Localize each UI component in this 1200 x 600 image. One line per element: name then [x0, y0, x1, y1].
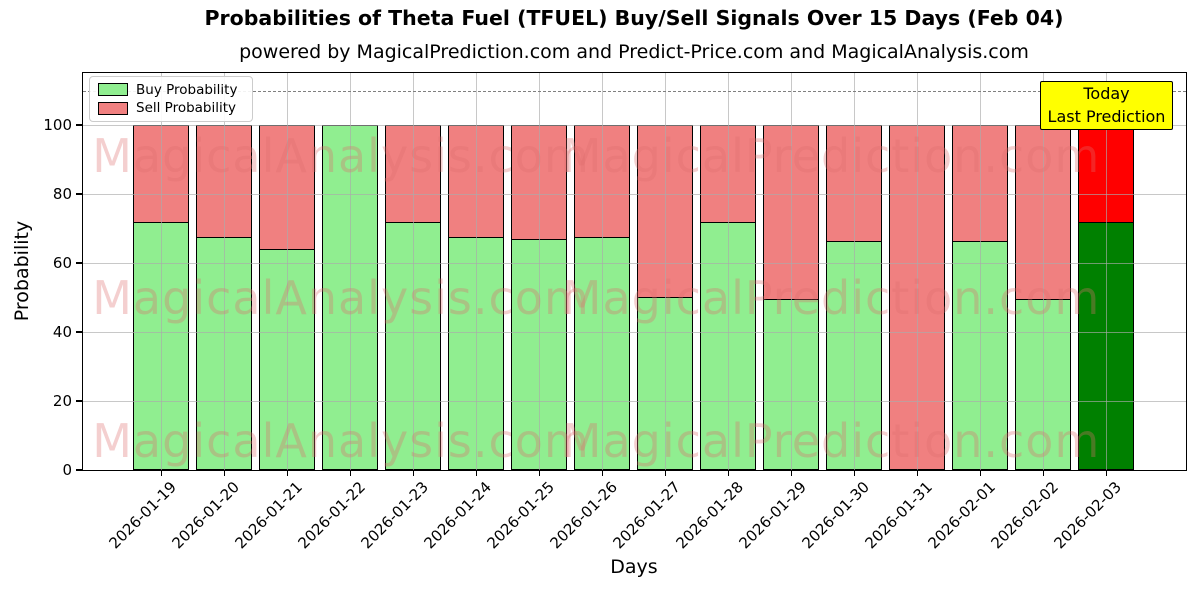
gridline-vertical: [728, 73, 729, 470]
watermark-text: MagicalAnalysis.com: [92, 129, 590, 183]
gridline-vertical: [224, 73, 225, 470]
annotation-line1: Today: [1083, 84, 1130, 104]
legend-label-buy: Buy Probability: [136, 81, 238, 98]
y-tick-mark: [76, 262, 82, 264]
watermark-text: MagicalPrediction.com: [561, 129, 1101, 183]
x-tick-mark: [1043, 470, 1045, 476]
gridline-horizontal: [83, 194, 1186, 195]
x-tick-mark: [161, 470, 163, 476]
y-tick-label: 60: [52, 254, 72, 272]
x-tick-label: 2026-01-24: [420, 478, 495, 553]
x-tick-label: 2026-01-22: [294, 478, 369, 553]
gridline-vertical: [602, 73, 603, 470]
y-tick-mark: [76, 469, 82, 471]
gridline-horizontal: [83, 401, 1186, 402]
watermark-text: MagicalPrediction.com: [561, 414, 1101, 468]
x-tick-label: 2026-01-30: [798, 478, 873, 553]
gridline-horizontal: [83, 263, 1186, 264]
x-tick-mark: [791, 470, 793, 476]
gridline-vertical: [791, 73, 792, 470]
x-tick-mark: [602, 470, 604, 476]
y-tick-label: 80: [52, 185, 72, 203]
legend-item-buy: Buy Probability: [98, 82, 244, 98]
x-tick-mark: [287, 470, 289, 476]
x-tick-label: 2026-01-29: [735, 478, 810, 553]
chart-title: Probabilities of Theta Fuel (TFUEL) Buy/…: [204, 6, 1064, 30]
x-tick-mark: [917, 470, 919, 476]
y-tick-mark: [76, 400, 82, 402]
x-tick-label: 2026-01-26: [546, 478, 621, 553]
x-tick-mark: [1106, 470, 1108, 476]
gridline-vertical: [1043, 73, 1044, 470]
x-tick-mark: [413, 470, 415, 476]
x-tick-mark: [728, 470, 730, 476]
legend: Buy Probability Sell Probability: [89, 76, 253, 122]
y-tick-label: 0: [62, 461, 72, 479]
x-tick-label: 2026-02-03: [1050, 478, 1125, 553]
gridline-vertical: [1106, 73, 1107, 470]
watermark-layer: MagicalAnalysis.com MagicalPrediction.com…: [83, 73, 1186, 470]
gridline-vertical: [917, 73, 918, 470]
y-tick-label: 100: [43, 116, 72, 134]
today-annotation: Today Last Prediction: [1040, 81, 1173, 130]
x-tick-mark: [476, 470, 478, 476]
gridline-vertical: [665, 73, 666, 470]
x-tick-label: 2026-01-28: [672, 478, 747, 553]
x-tick-mark: [980, 470, 982, 476]
watermark-text: MagicalAnalysis.com: [92, 414, 590, 468]
watermark-text: MagicalPrediction.com: [561, 271, 1101, 325]
x-tick-mark: [665, 470, 667, 476]
gridline-vertical: [413, 73, 414, 470]
gridline-horizontal: [83, 125, 1186, 126]
x-tick-label: 2026-01-19: [105, 478, 180, 553]
x-tick-label: 2026-01-27: [609, 478, 684, 553]
dashed-threshold-line: [83, 90, 1186, 92]
watermark-text: MagicalAnalysis.com: [92, 271, 590, 325]
x-tick-label: 2026-02-02: [987, 478, 1062, 553]
sell-swatch-icon: [98, 101, 128, 115]
grid-layer: [83, 73, 1186, 470]
y-tick-label: 40: [52, 323, 72, 341]
x-tick-mark: [539, 470, 541, 476]
legend-item-sell: Sell Probability: [98, 100, 244, 116]
gridline-vertical: [476, 73, 477, 470]
gridline-vertical: [980, 73, 981, 470]
gridline-vertical: [350, 73, 351, 470]
x-tick-label: 2026-01-20: [168, 478, 243, 553]
x-tick-label: 2026-01-23: [357, 478, 432, 553]
plot-area: MagicalAnalysis.com MagicalPrediction.com…: [82, 72, 1187, 471]
gridline-horizontal: [83, 332, 1186, 333]
x-tick-label: 2026-01-25: [483, 478, 558, 553]
gridline-vertical: [854, 73, 855, 470]
buy-swatch-icon: [98, 83, 128, 97]
gridline-vertical: [161, 73, 162, 470]
legend-label-sell: Sell Probability: [136, 100, 237, 117]
y-tick-mark: [76, 331, 82, 333]
x-axis-label: Days: [610, 556, 658, 578]
gridline-vertical: [287, 73, 288, 470]
x-tick-mark: [854, 470, 856, 476]
x-tick-mark: [350, 470, 352, 476]
x-tick-mark: [224, 470, 226, 476]
y-tick-mark: [76, 193, 82, 195]
annotation-line2: Last Prediction: [1047, 106, 1166, 126]
chart-subtitle: powered by MagicalPrediction.com and Pre…: [239, 41, 1029, 63]
y-tick-label: 20: [52, 392, 72, 410]
x-tick-label: 2026-02-01: [924, 478, 999, 553]
x-tick-label: 2026-01-31: [861, 478, 936, 553]
x-tick-label: 2026-01-21: [231, 478, 306, 553]
gridline-vertical: [539, 73, 540, 470]
y-tick-mark: [76, 124, 82, 126]
